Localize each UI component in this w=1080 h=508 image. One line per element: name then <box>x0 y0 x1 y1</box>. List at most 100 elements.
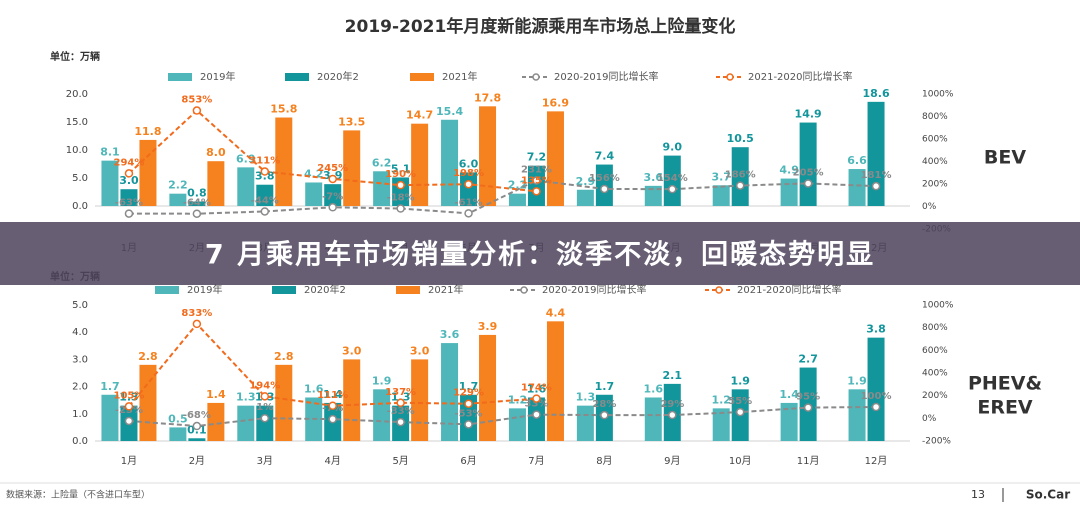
bar-value-label: 1.6 <box>304 382 324 395</box>
growth-marker <box>532 394 541 403</box>
bar-value-label: 1.6 <box>644 382 664 395</box>
bar-value-label: 1.4 <box>206 388 226 401</box>
growth-marker <box>328 174 337 184</box>
legend-marker <box>532 73 540 81</box>
bar-value-label: 1.7 <box>595 380 615 393</box>
growth-marker <box>532 410 541 419</box>
bar <box>576 405 594 441</box>
growth-marker <box>803 179 813 188</box>
bar <box>508 193 526 206</box>
legend-label: 2021年 <box>442 70 477 83</box>
y2-tick-label: 600% <box>922 346 948 356</box>
banner-text: 7 月乘用车市场销量分析：淡季不淡，回暖态势明显 <box>205 239 875 271</box>
growth-marker <box>192 421 202 431</box>
bar-value-label: 5.1 <box>391 162 411 175</box>
bar-value-label: 18.6 <box>862 87 889 100</box>
bar-value-label: 13.5 <box>338 115 365 128</box>
growth-label: 129% <box>453 388 484 399</box>
growth-label: 111% <box>317 390 348 401</box>
growth-marker <box>260 413 270 423</box>
bar <box>343 130 361 206</box>
bar <box>644 397 662 441</box>
legend-label: 2019年 <box>187 283 222 296</box>
bar <box>799 122 817 206</box>
footer-source: 数据来源：上险量（不含进口车型） <box>6 489 150 501</box>
growth-marker <box>124 209 134 218</box>
bar <box>527 165 545 206</box>
bar <box>256 184 274 206</box>
y2-tick-label: 0% <box>922 202 937 212</box>
growth-label: 181% <box>861 170 892 181</box>
growth-label: 55% <box>728 396 752 407</box>
growth-label: 190% <box>385 169 416 180</box>
growth-label: 1% <box>256 402 273 413</box>
growth-marker <box>600 184 609 194</box>
legend-label: 2020年2 <box>317 70 359 83</box>
legend-swatch <box>285 73 309 81</box>
bar <box>373 389 391 441</box>
bar-value-label: 16.9 <box>542 96 569 109</box>
legend-label: 2020-2019同比增长率 <box>554 70 659 83</box>
bar-value-label: 11.8 <box>134 125 161 138</box>
bar <box>411 123 429 206</box>
legend-marker <box>520 286 528 294</box>
y-tick-label: 1.0 <box>72 409 88 420</box>
y2-tick-label: -200% <box>922 437 951 447</box>
bar-value-label: 17.8 <box>474 91 501 104</box>
growth-label: -68% <box>183 410 211 421</box>
bar <box>275 364 293 441</box>
y2-tick-label: 400% <box>922 369 948 379</box>
growth-marker <box>192 209 202 218</box>
growth-marker <box>328 414 337 424</box>
growth-marker <box>464 209 473 218</box>
bar <box>780 178 798 206</box>
x-tick-label: 2月 <box>189 455 205 467</box>
growth-label: 833% <box>181 308 212 319</box>
legend-label: 2019年 <box>200 70 235 83</box>
y-tick-label: 2.0 <box>72 382 88 393</box>
legend-swatch <box>272 286 296 294</box>
bar-value-label: 2.2 <box>168 179 188 192</box>
bar <box>576 189 594 206</box>
bar-value-label: 0.5 <box>168 412 188 425</box>
bar <box>546 321 564 441</box>
bar-value-label: 9.0 <box>663 141 683 154</box>
bar <box>373 171 391 206</box>
growth-marker <box>803 403 813 412</box>
growth-label: 29% <box>660 399 684 410</box>
bar <box>546 111 564 206</box>
growth-marker <box>871 181 881 191</box>
bar-value-label: 7.2 <box>527 151 547 164</box>
bar-value-label: 3.0 <box>410 344 430 357</box>
side-label: EREV <box>977 397 1033 419</box>
bar-value-label: 2.7 <box>798 353 818 366</box>
bar <box>169 427 187 441</box>
growth-label: -61% <box>454 197 482 208</box>
growth-label: 294% <box>114 157 145 168</box>
legend-swatch <box>396 286 420 294</box>
bar <box>411 359 429 441</box>
bar <box>644 185 662 206</box>
y2-tick-label: 800% <box>922 112 948 122</box>
growth-label: 205% <box>793 167 824 178</box>
bar <box>712 185 730 206</box>
growth-label: 245% <box>317 163 348 174</box>
growth-label: 137% <box>385 387 416 398</box>
legend-label: 2020年2 <box>304 283 346 296</box>
y2-tick-label: 200% <box>922 391 948 401</box>
x-tick-label: 12月 <box>865 455 888 467</box>
bar-value-label: 1.9 <box>730 374 750 387</box>
growth-marker <box>668 184 677 194</box>
y-tick-label: 4.0 <box>72 327 88 338</box>
growth-marker <box>124 169 134 178</box>
growth-label: 198% <box>453 168 484 179</box>
bar-value-label: 1.6 <box>527 382 547 395</box>
growth-marker <box>192 106 202 115</box>
bar <box>305 182 323 206</box>
bar-value-label: 1.9 <box>372 374 392 387</box>
legend-swatch <box>168 73 192 81</box>
side-label: BEV <box>984 147 1026 169</box>
bar <box>508 408 526 441</box>
legend-swatch <box>410 73 434 81</box>
